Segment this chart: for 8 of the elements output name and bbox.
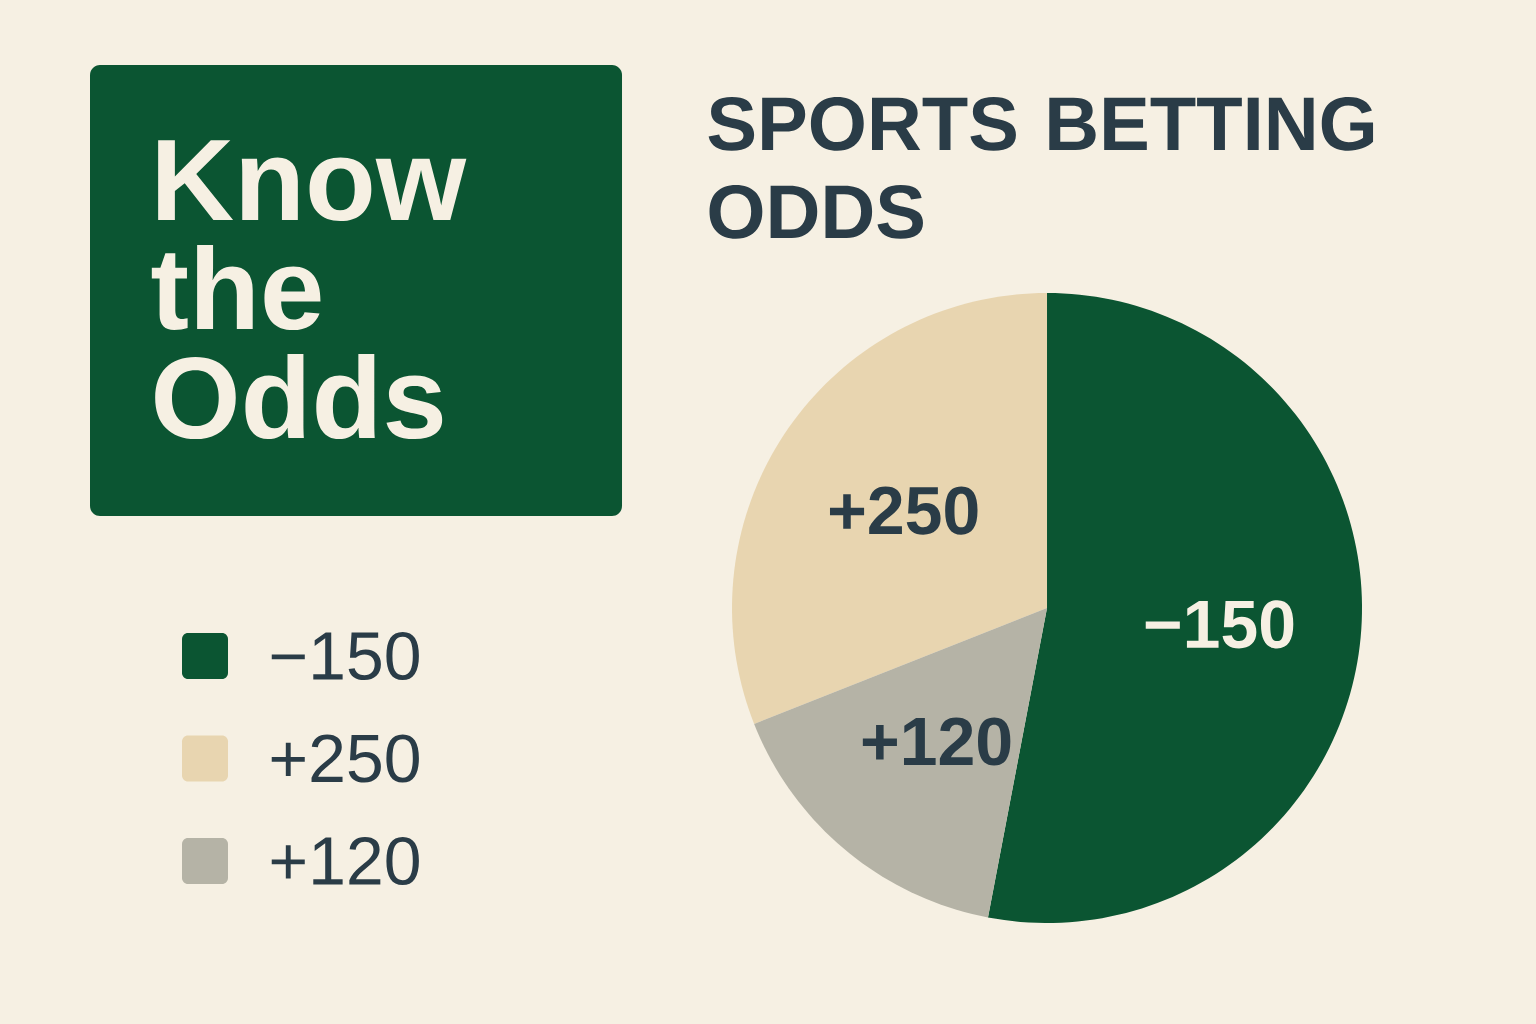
legend-label: −150: [271, 631, 419, 681]
chart-title: Know the Odds: [151, 140, 467, 440]
legend-label: +120: [271, 836, 419, 886]
chart-subtitle: SPORTS BETTING ODDS: [708, 96, 1374, 239]
slice-label: +250: [829, 486, 978, 535]
slice-label: −150: [1145, 600, 1294, 649]
slice-label: +120: [862, 717, 1011, 766]
legend-label: +250: [271, 734, 419, 783]
